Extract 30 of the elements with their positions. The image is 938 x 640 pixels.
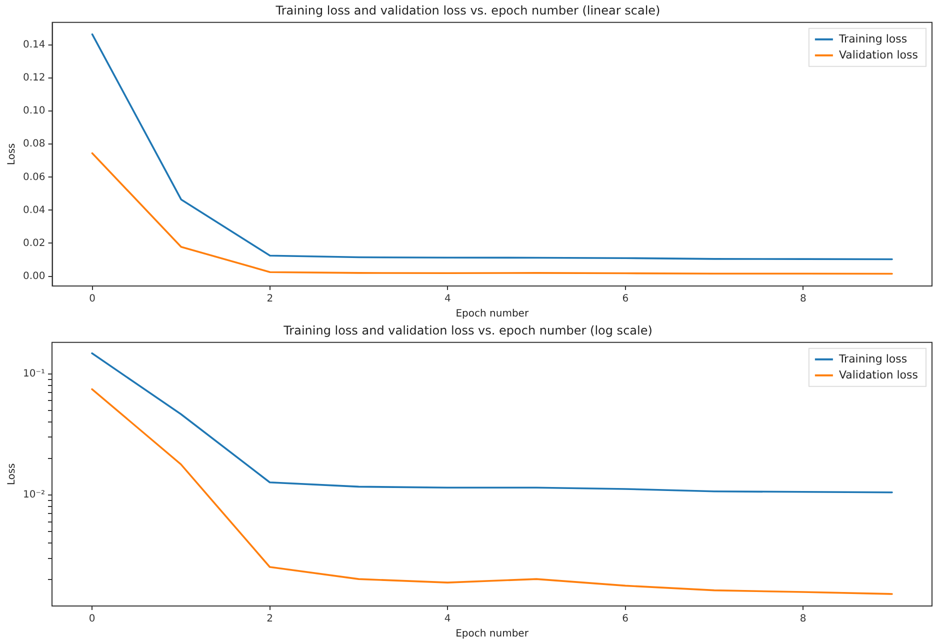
y-tick-label: 0.08	[23, 138, 46, 150]
x-tick-label: 8	[800, 614, 806, 625]
y-tick-label: 0.00	[23, 270, 46, 282]
y-tick-label: 0.12	[23, 72, 46, 84]
y-tick-label: 0.10	[23, 106, 46, 117]
legend-label: Training loss	[838, 352, 908, 366]
x-tick-label: 0	[88, 614, 96, 625]
x-tick-label: 2	[266, 614, 273, 625]
x-tick-label: 8	[800, 294, 806, 305]
x-tick-label: 6	[622, 294, 629, 305]
y-tick-label: 0.06	[23, 172, 46, 183]
chart-title: Training loss and validation loss vs. epoch number (log scale)	[282, 323, 652, 338]
legend-label: Training loss	[838, 32, 908, 46]
y-axis-title: Loss	[6, 143, 18, 166]
y-tick-label: 0.14	[23, 40, 46, 51]
y-tick-label: 10⁻¹	[22, 368, 46, 380]
x-axis-title: Epoch number	[456, 628, 530, 640]
x-tick-label: 0	[89, 294, 96, 305]
x-axis-title: Epoch number	[456, 308, 530, 320]
x-tick-label: 4	[444, 294, 451, 305]
x-tick-label: 6	[622, 614, 629, 625]
x-tick-label: 2	[266, 294, 274, 305]
y-tick-label: 10⁻²	[22, 490, 46, 501]
legend-label: Validation loss	[838, 48, 918, 62]
chart-title: Training loss and validation loss vs. epoch number (linear scale)	[274, 3, 660, 18]
x-tick-label: 4	[444, 614, 451, 625]
legend-label: Validation loss	[838, 368, 918, 382]
y-axis-title: Loss	[6, 463, 18, 486]
y-tick-label: 0.04	[23, 204, 46, 216]
y-tick-label: 0.02	[23, 238, 46, 249]
